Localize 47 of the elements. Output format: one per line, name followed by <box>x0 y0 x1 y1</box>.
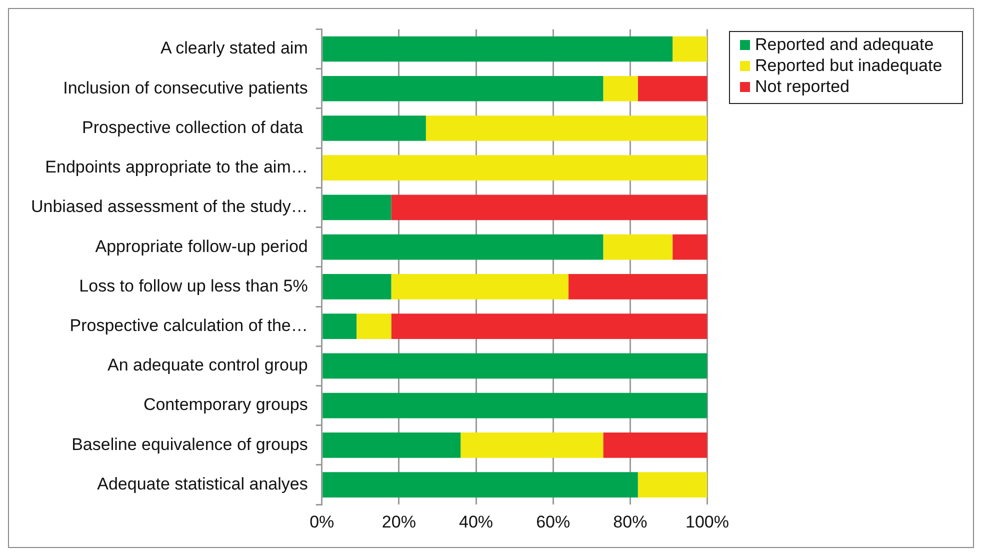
bar <box>322 353 708 379</box>
x-tick-label: 20% <box>382 512 416 532</box>
bar <box>322 194 392 220</box>
bar <box>672 234 708 260</box>
y-tick-label: Adequate statistical analyes <box>97 474 308 494</box>
bar <box>638 472 708 498</box>
legend-label: Reported and adequate <box>755 34 934 55</box>
bar <box>391 274 569 300</box>
bar <box>322 392 708 418</box>
bar <box>322 76 604 102</box>
bar <box>322 36 673 62</box>
x-tick-label: 0% <box>310 512 334 532</box>
bar <box>322 116 426 141</box>
y-tick-label: Endpoints appropriate to the aim… <box>45 158 308 177</box>
bar <box>603 76 638 102</box>
bar <box>426 116 708 141</box>
bar <box>568 274 708 300</box>
y-tick-label: An adequate control group <box>107 356 308 375</box>
y-tick-label: Contemporary groups <box>143 395 308 414</box>
y-tick-label: A clearly stated aim <box>160 38 308 58</box>
bar <box>322 274 392 300</box>
bar <box>322 155 708 181</box>
bar <box>322 432 461 458</box>
y-tick-label: Prospective collection of data <box>82 118 308 137</box>
x-tick-label: 60% <box>536 512 570 532</box>
bar <box>391 194 708 220</box>
bar <box>603 234 673 260</box>
x-tick-label: 40% <box>459 512 494 532</box>
y-tick-label: Loss to follow up less than 5% <box>79 276 308 296</box>
x-tick-label: 80% <box>613 512 648 532</box>
y-tick-label: Unbiased assessment of the study… <box>30 197 308 216</box>
x-tick-label: 100% <box>686 512 729 532</box>
y-tick-label: Appropriate follow-up period <box>95 236 308 256</box>
bar <box>322 314 357 340</box>
legend-label: Reported but inadequate <box>755 55 942 76</box>
bar <box>322 234 604 260</box>
bar <box>460 432 604 458</box>
bar <box>391 314 708 340</box>
bar <box>603 432 708 458</box>
bar <box>672 36 708 62</box>
legend-label: Not reported <box>755 76 850 97</box>
y-tick-label: Baseline equivalence of groups <box>72 434 308 454</box>
bar <box>356 314 392 340</box>
y-tick-label: Prospective calculation of the… <box>70 316 308 336</box>
y-tick-label: Inclusion of consecutive patients <box>63 78 308 98</box>
bar <box>638 76 708 102</box>
bar <box>322 472 638 498</box>
